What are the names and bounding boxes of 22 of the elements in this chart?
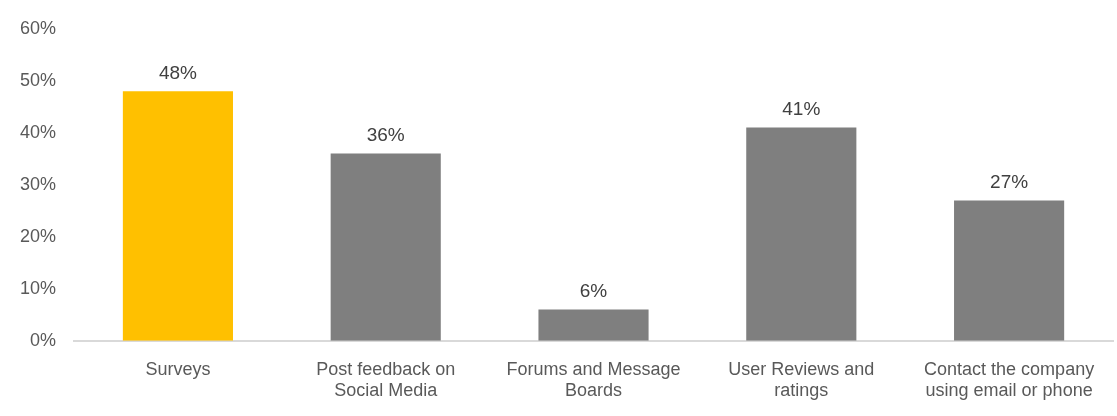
data-label: 36% bbox=[366, 124, 405, 146]
x-tick-label: User Reviews and ratings bbox=[728, 358, 875, 401]
x-tick-label: Post feedback on Social Media bbox=[316, 358, 456, 401]
data-label: 41% bbox=[782, 98, 821, 120]
y-tick-label: 20% bbox=[20, 225, 57, 246]
x-tick-label: Contact the company using email or phone bbox=[924, 358, 1095, 401]
y-tick-label: 30% bbox=[20, 173, 57, 194]
bar bbox=[538, 309, 649, 341]
y-tick-label: 0% bbox=[30, 329, 57, 350]
x-tick-label: Surveys bbox=[145, 358, 211, 379]
data-label: 48% bbox=[158, 61, 198, 83]
bar bbox=[746, 127, 857, 341]
y-tick-label: 50% bbox=[20, 69, 57, 90]
bar bbox=[122, 91, 233, 341]
data-label: 27% bbox=[990, 171, 1029, 193]
y-tick-label: 40% bbox=[20, 121, 57, 142]
bar bbox=[330, 153, 441, 341]
y-tick-label: 60% bbox=[20, 17, 57, 38]
data-label: 6% bbox=[579, 280, 608, 302]
y-tick-label: 10% bbox=[20, 277, 57, 298]
bar bbox=[954, 200, 1065, 341]
x-tick-label: Forums and Message Boards bbox=[506, 358, 681, 401]
